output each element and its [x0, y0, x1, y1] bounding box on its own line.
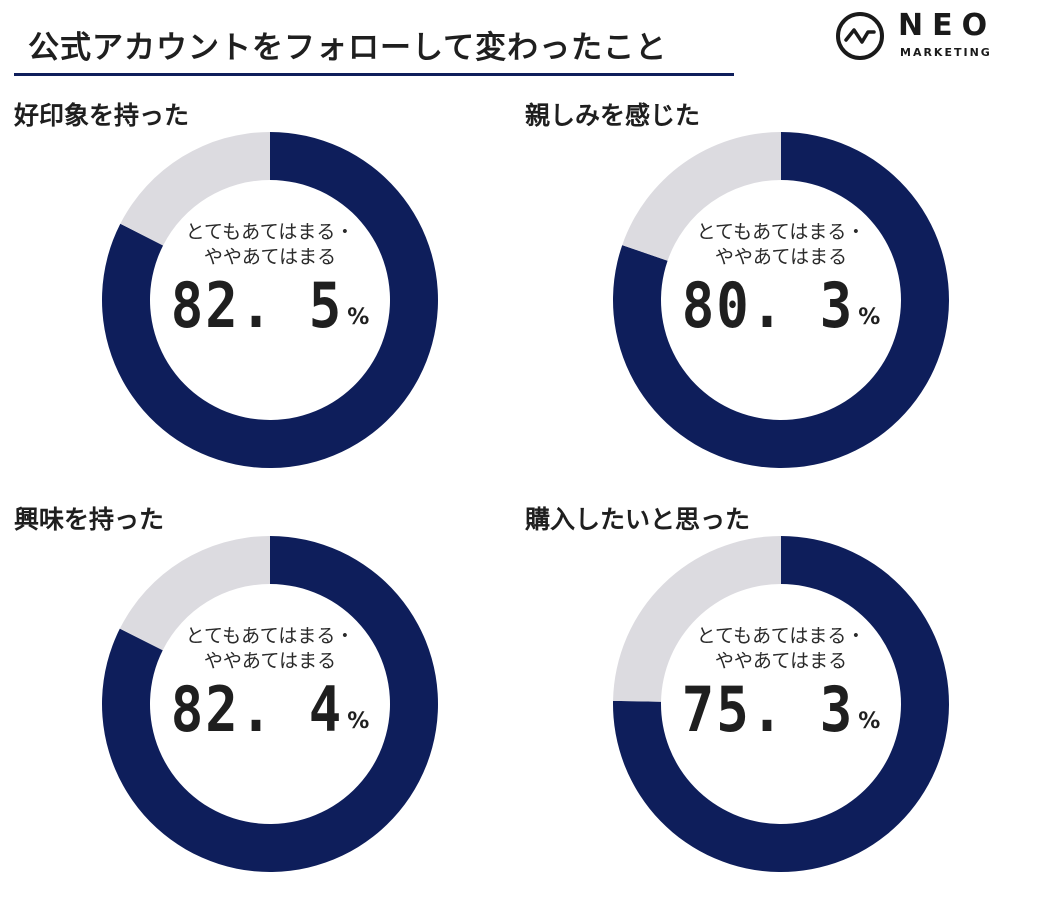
header: 公式アカウントをフォローして変わったこと	[14, 14, 734, 78]
donut-chart	[613, 536, 949, 872]
center-label: とてもあてはまる・ ややあてはまる	[150, 624, 390, 674]
chart-title: 購入したいと思った	[525, 505, 751, 534]
donut-panel-affinity: 親しみを感じた とてもあてはまる・ ややあてはまる 80. 3%	[525, 96, 1025, 496]
donut-panel-interest: 興味を持った とてもあてはまる・ ややあてはまる 82. 4%	[14, 500, 514, 900]
center-label: とてもあてはまる・ ややあてはまる	[661, 220, 901, 270]
donut-chart	[102, 536, 438, 872]
donut-slice-remainder	[119, 536, 270, 651]
center-value: 75. 3%	[661, 673, 901, 745]
donut-chart	[613, 132, 949, 468]
center-value: 82. 5%	[150, 269, 390, 341]
center-label-line: ややあてはまる	[203, 650, 337, 672]
value-number: 80. 3	[681, 269, 855, 342]
donut-panel-purchase-intent: 購入したいと思った とてもあてはまる・ ややあてはまる 75. 3%	[525, 500, 1025, 900]
value-unit: %	[347, 305, 370, 330]
center-value: 80. 3%	[661, 269, 901, 341]
title-underline	[14, 73, 734, 76]
center-label-line: とてもあてはまる・	[185, 625, 355, 647]
page-title: 公式アカウントをフォローして変わったこと	[28, 30, 668, 66]
value-unit: %	[858, 305, 881, 330]
center-label-line: ややあてはまる	[714, 650, 848, 672]
donut-panel-favorable: 好印象を持った とてもあてはまる・ ややあてはまる 82. 5%	[14, 96, 514, 496]
donut-slice-remainder	[622, 132, 781, 261]
value-unit: %	[858, 709, 881, 734]
pulse-logo-icon	[836, 12, 884, 60]
donut-slice-remainder	[613, 536, 781, 702]
center-label: とてもあてはまる・ ややあてはまる	[150, 220, 390, 270]
value-number: 82. 4	[170, 673, 344, 746]
chart-title: 好印象を持った	[14, 101, 190, 130]
value-unit: %	[347, 709, 370, 734]
chart-title: 興味を持った	[14, 505, 165, 534]
logo-subtitle: MARKETING	[900, 46, 992, 59]
chart-title: 親しみを感じた	[525, 101, 701, 130]
value-number: 82. 5	[170, 269, 344, 342]
center-value: 82. 4%	[150, 673, 390, 745]
value-number: 75. 3	[681, 673, 855, 746]
center-label: とてもあてはまる・ ややあてはまる	[661, 624, 901, 674]
center-label-line: とてもあてはまる・	[185, 221, 355, 243]
donut-slice-remainder	[120, 132, 270, 246]
logo-word: NEO	[898, 8, 997, 43]
center-label-line: とてもあてはまる・	[696, 221, 866, 243]
neo-marketing-logo: NEO MARKETING	[834, 8, 1014, 64]
center-label-line: ややあてはまる	[203, 246, 337, 268]
center-label-line: ややあてはまる	[714, 246, 848, 268]
center-label-line: とてもあてはまる・	[696, 625, 866, 647]
donut-chart	[101, 132, 438, 468]
